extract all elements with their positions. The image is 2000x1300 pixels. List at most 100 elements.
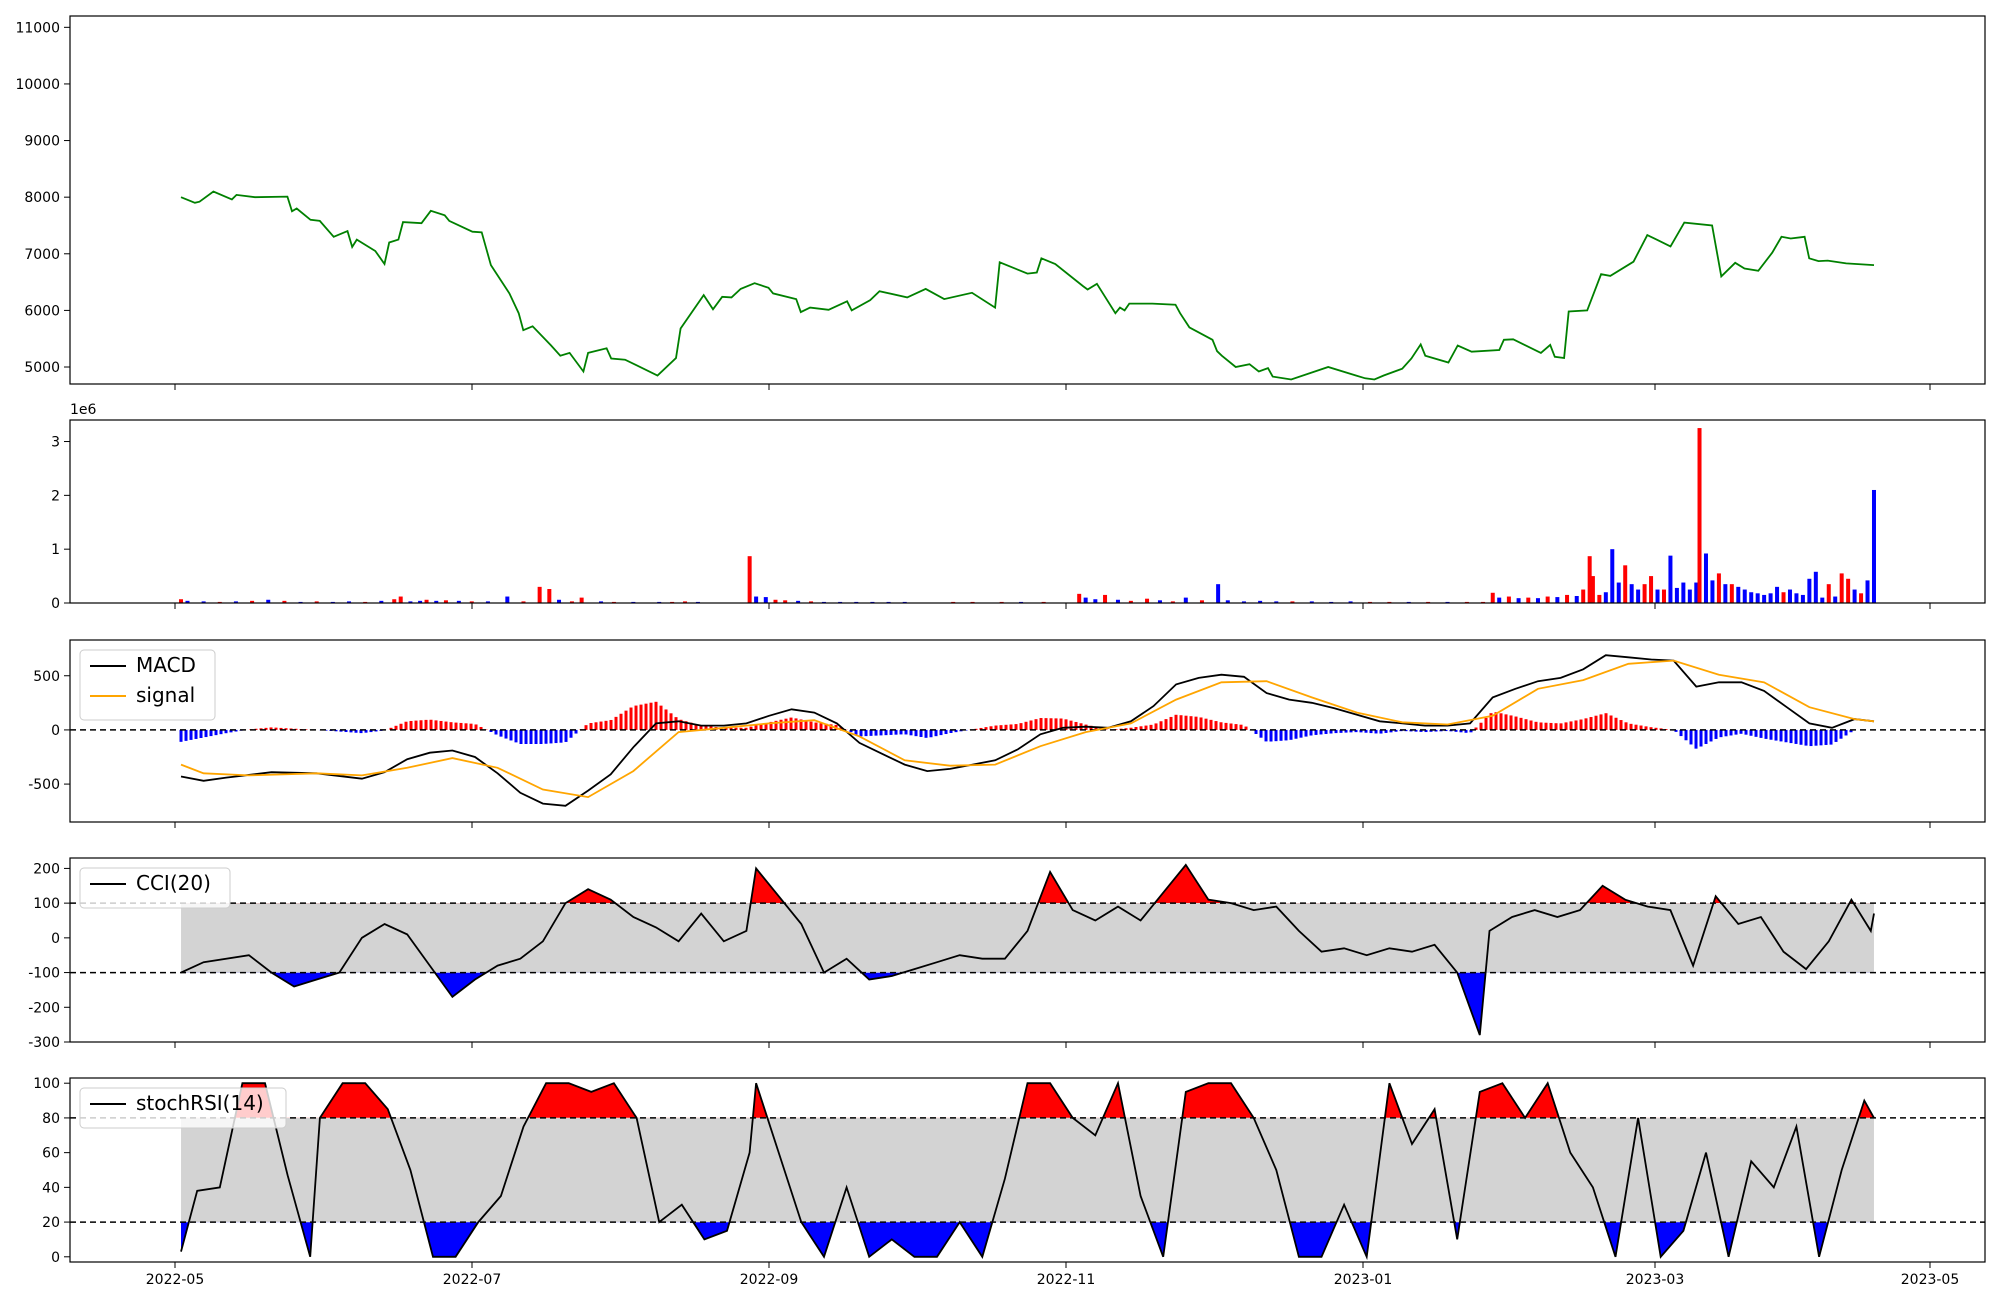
macd-histogram-bar <box>219 729 223 735</box>
macd-histogram-bar <box>984 727 988 730</box>
macd-histogram-bar <box>809 721 813 730</box>
macd-histogram-bar <box>1184 715 1188 730</box>
volume-bar <box>521 601 526 603</box>
volume-bar <box>1199 600 1204 603</box>
macd-histogram-bar <box>1764 729 1768 739</box>
macd-histogram-bar <box>324 729 328 731</box>
volume-bar <box>1225 600 1230 603</box>
macd-histogram-bar <box>1074 721 1078 730</box>
macd-histogram-bar <box>1769 729 1773 740</box>
volume-bar <box>1800 594 1805 603</box>
macd-histogram-bar <box>754 725 758 730</box>
macd-histogram-bar <box>454 722 458 730</box>
macd-histogram-bar <box>544 729 548 744</box>
volume-bar <box>1506 596 1511 603</box>
macd-legend: MACD signal <box>79 649 216 721</box>
volume-bar <box>1290 601 1295 603</box>
macd-histogram-bar <box>1469 729 1473 733</box>
volume-bar <box>201 601 206 603</box>
macd-histogram-bar <box>679 719 683 730</box>
macd-histogram-bar <box>259 728 263 730</box>
macd-histogram-bar <box>974 728 978 730</box>
macd-histogram-bar <box>1004 724 1008 730</box>
macd-histogram-bar <box>794 718 798 730</box>
macd-histogram-bar <box>1579 719 1583 730</box>
volume-bar <box>1846 578 1851 603</box>
macd-histogram-bar <box>1254 729 1258 734</box>
y-tick-label: 9000 <box>24 134 60 150</box>
macd-histogram-bar <box>1384 729 1388 733</box>
macd-histogram-bar <box>429 719 433 730</box>
plot-area <box>70 1080 1985 1261</box>
macd-histogram-bar <box>629 707 633 730</box>
stochrsi-overbought-fill <box>181 1083 1874 1118</box>
macd-histogram-bar <box>284 728 288 730</box>
macd-histogram-bar <box>1059 718 1063 730</box>
volume-bar <box>1681 582 1686 603</box>
macd-histogram-bar <box>469 723 473 730</box>
macd-histogram-bar <box>1499 713 1503 730</box>
macd-histogram-bar <box>604 720 608 730</box>
volume-bar <box>1729 584 1734 603</box>
volume-bar <box>1083 597 1088 603</box>
volume-bar <box>314 601 319 603</box>
volume-bar <box>1565 594 1570 603</box>
macd-histogram-bar <box>1214 721 1218 730</box>
volume-bar <box>1077 593 1082 603</box>
macd-histogram-bar <box>1834 729 1838 742</box>
macd-histogram-bar <box>1514 716 1518 730</box>
macd-histogram-bar <box>1584 718 1588 730</box>
macd-histogram-bar <box>1279 729 1283 741</box>
macd-histogram-bar <box>439 720 443 730</box>
macd-histogram-bar <box>1559 723 1563 730</box>
macd-histogram-bar <box>1649 727 1653 730</box>
macd-histogram-bar <box>1839 729 1843 739</box>
macd-histogram-bar <box>1524 719 1528 730</box>
macd-histogram-bar <box>944 729 948 735</box>
macd-histogram-bar <box>734 727 738 730</box>
volume-bar <box>1170 601 1175 603</box>
macd-histogram-bar <box>1299 729 1303 738</box>
volume-bar <box>1241 601 1246 603</box>
volume-bar <box>424 599 429 603</box>
macd-histogram-bar <box>1574 720 1578 730</box>
macd-histogram-bar <box>409 720 413 730</box>
panel-cci: -300 -200 -100 0 100 200 CCI(20) <box>28 857 1986 1051</box>
macd-histogram-bar <box>1189 716 1193 730</box>
macd-histogram-bar <box>864 729 868 737</box>
volume-bar <box>1736 586 1741 603</box>
macd-histogram-bar <box>1774 729 1778 741</box>
macd-histogram-bar <box>1394 729 1398 732</box>
y-tick-label: 2 <box>51 488 60 504</box>
panel-macd: -500 0 500 MACD signal <box>28 639 1986 823</box>
macd-histogram-bar <box>1134 727 1138 730</box>
volume-bar <box>392 599 397 603</box>
macd-histogram-bar <box>1709 729 1713 742</box>
macd-histogram-bar <box>704 726 708 730</box>
volume-bar <box>537 586 542 603</box>
macd-histogram-bar <box>774 720 778 730</box>
macd-histogram-bar <box>1294 729 1298 739</box>
macd-histogram-bar <box>1429 729 1433 732</box>
macd-histogram-bar <box>1259 729 1263 738</box>
volume-bar <box>1820 597 1825 603</box>
macd-histogram-bar <box>1599 714 1603 730</box>
macd-histogram-bar <box>1484 717 1488 730</box>
y-tick-label: 7000 <box>24 247 60 263</box>
volume-bar <box>469 601 474 603</box>
macd-histogram-bar <box>784 718 788 730</box>
macd-histogram-bar <box>464 723 468 730</box>
macd-histogram-bar <box>459 722 463 730</box>
macd-histogram-bar <box>1809 729 1813 747</box>
macd-histogram-bar <box>1159 721 1163 730</box>
macd-histogram-bar <box>1714 729 1718 739</box>
macd-histogram-bar <box>1754 729 1758 737</box>
macd-histogram-bar <box>1594 715 1598 730</box>
volume-bar <box>485 601 490 603</box>
macd-histogram-bar <box>769 721 773 730</box>
volume-bar <box>434 600 439 603</box>
legend-box <box>79 649 216 721</box>
macd-histogram-bar <box>869 729 873 736</box>
macd-histogram-bar <box>1624 722 1628 730</box>
macd-histogram-bar <box>789 717 793 730</box>
